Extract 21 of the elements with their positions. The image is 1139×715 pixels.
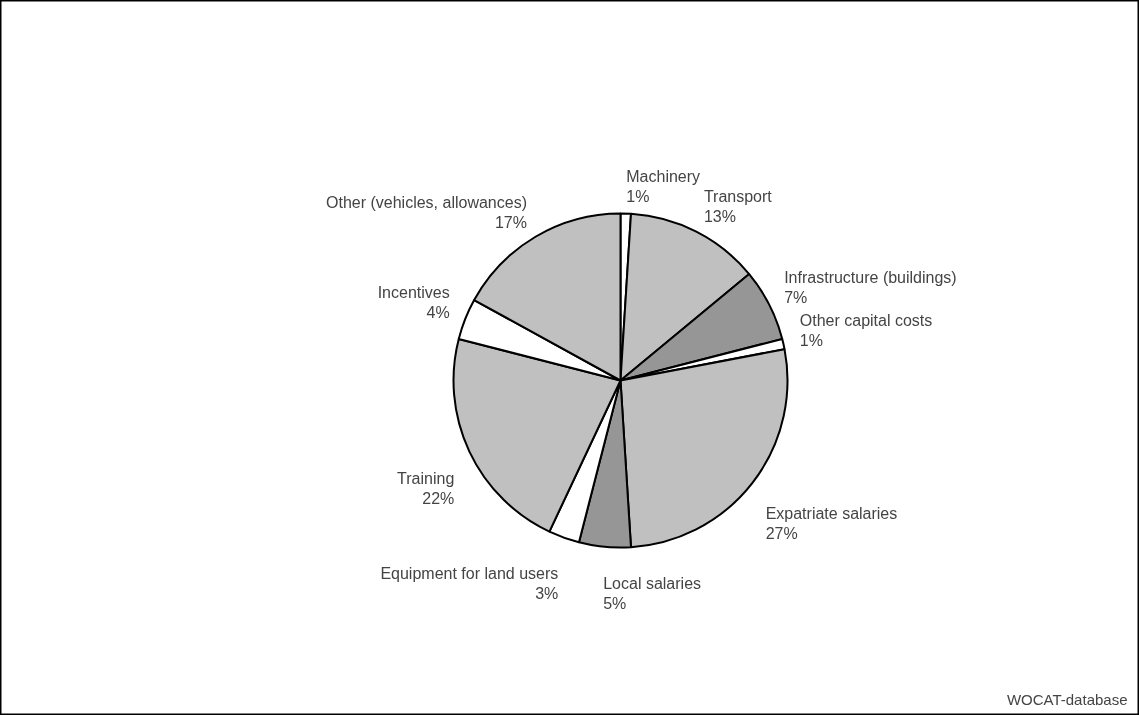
slice-label: Expatriate salaries bbox=[765, 504, 898, 522]
slice-label: Training bbox=[397, 470, 455, 488]
data-label: 4% bbox=[426, 304, 450, 322]
slice-label: Other capital costs bbox=[799, 311, 933, 329]
slice-label: Incentives bbox=[377, 284, 450, 302]
slice-label: Infrastructure (buildings) bbox=[784, 268, 957, 286]
data-label: 3% bbox=[535, 584, 559, 602]
data-label: 1% bbox=[799, 331, 823, 349]
data-label: 17% bbox=[494, 213, 527, 231]
data-label: 13% bbox=[703, 208, 736, 226]
slice-label: Other (vehicles, allowances) bbox=[326, 193, 527, 211]
data-label: 5% bbox=[603, 594, 627, 612]
data-label: 7% bbox=[784, 288, 808, 306]
data-label: 1% bbox=[626, 188, 650, 206]
slice-label: Machinery bbox=[626, 168, 701, 186]
text: WOCAT-database bbox=[1006, 690, 1128, 708]
slice-label: Transport bbox=[703, 188, 773, 206]
data-label: 27% bbox=[765, 524, 798, 542]
data-label: 22% bbox=[422, 490, 455, 508]
slice-label: Equipment for land users bbox=[380, 564, 559, 582]
slice-label: Local salaries bbox=[603, 574, 702, 592]
